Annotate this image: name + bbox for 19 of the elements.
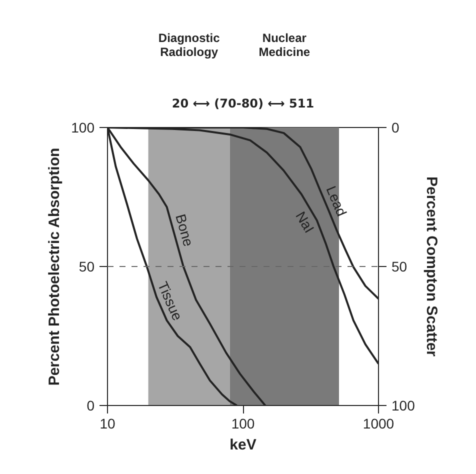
y-tick-label: 0: [86, 398, 95, 414]
y2-tick-label: 0: [392, 120, 400, 136]
text: NaI: [292, 208, 318, 236]
text: Nuclear Medicine: [258, 30, 310, 59]
text: 20 ⟷ (70-80) ⟷ 511: [172, 96, 314, 110]
text: Lead: [323, 184, 350, 218]
y-tick-label: 50: [78, 258, 95, 274]
y-tick-label: 100: [71, 120, 95, 136]
y2-axis-title: Percent Compton Scatter: [422, 176, 440, 357]
x-tick-label: 100: [231, 416, 255, 432]
text: Bone: [172, 212, 197, 248]
x-tick-label: 1000: [362, 416, 394, 432]
y2-tick-label: 100: [392, 398, 416, 414]
y-axis-title: Percent Photoelectric Absorption: [46, 148, 64, 386]
text: Diagnostic Radiology: [158, 30, 220, 59]
y2-tick-label: 50: [392, 258, 408, 274]
text: Tissue: [154, 279, 186, 323]
x-axis-title: keV: [230, 436, 256, 454]
x-tick-label: 10: [100, 416, 116, 432]
